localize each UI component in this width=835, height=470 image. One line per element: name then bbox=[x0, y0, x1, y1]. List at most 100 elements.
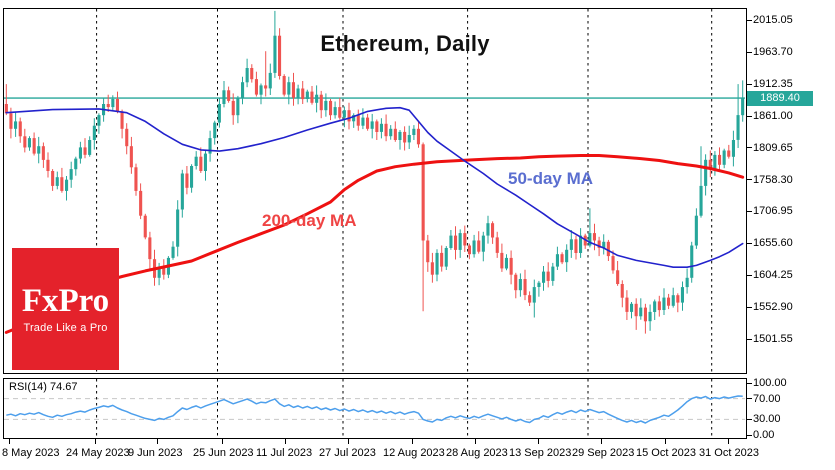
date-axis-tick bbox=[222, 439, 223, 444]
candle-body bbox=[662, 297, 666, 310]
candle-body bbox=[176, 209, 180, 247]
candle-body bbox=[727, 150, 731, 157]
fxpro-logo-tagline: Trade Like a Pro bbox=[23, 322, 108, 334]
candle-body bbox=[630, 303, 634, 312]
candle-body bbox=[625, 297, 629, 312]
candle-body bbox=[342, 110, 346, 118]
candle-body bbox=[83, 147, 87, 155]
candle-body bbox=[241, 82, 245, 98]
date-axis-tick bbox=[475, 439, 476, 444]
candle-body bbox=[699, 185, 703, 216]
candle-body bbox=[620, 284, 624, 298]
date-axis-tick bbox=[665, 439, 666, 444]
price-axis-tick bbox=[746, 19, 752, 21]
candle-body bbox=[680, 287, 684, 303]
price-chart-panel[interactable] bbox=[3, 8, 747, 374]
candle-body bbox=[528, 295, 532, 303]
candle-body bbox=[486, 223, 490, 236]
date-axis-label: 11 Jul 2023 bbox=[256, 447, 313, 459]
rsi-caption: RSI(14) 74.67 bbox=[9, 381, 78, 393]
candle-body bbox=[356, 115, 360, 126]
price-axis-label: 1552.90 bbox=[753, 301, 793, 313]
candle-body bbox=[555, 254, 559, 267]
candle-body bbox=[291, 82, 295, 98]
date-axis-label: 24 May 2023 bbox=[66, 447, 130, 459]
candle-body bbox=[597, 240, 601, 248]
candle-body bbox=[639, 307, 643, 317]
candle-body bbox=[560, 254, 564, 263]
candle-body bbox=[78, 147, 82, 159]
candle-body bbox=[722, 150, 726, 165]
candle-body bbox=[287, 82, 291, 95]
rsi-axis-label: 30.00 bbox=[753, 413, 781, 426]
chart-title: Ethereum, Daily bbox=[320, 31, 490, 56]
candle-body bbox=[421, 144, 425, 241]
candle-body bbox=[347, 110, 351, 122]
candle-body bbox=[273, 35, 277, 73]
candle-body bbox=[9, 113, 13, 129]
candle-body bbox=[115, 99, 119, 112]
candle-body bbox=[222, 90, 226, 104]
candle-body bbox=[458, 233, 462, 250]
candle-body bbox=[88, 140, 92, 155]
rsi-indicator-panel[interactable] bbox=[3, 378, 747, 439]
candle-body bbox=[694, 215, 698, 246]
candle-body bbox=[616, 270, 620, 284]
candle-body bbox=[435, 252, 439, 275]
candle-body bbox=[264, 85, 268, 89]
candle-body bbox=[296, 88, 300, 98]
candle-body bbox=[217, 104, 221, 123]
candle-body bbox=[55, 177, 59, 186]
price-axis-tick bbox=[746, 211, 752, 213]
candle-body bbox=[120, 111, 124, 129]
date-axis-tick bbox=[285, 439, 286, 444]
candle-body bbox=[430, 262, 434, 275]
candle-body bbox=[523, 279, 527, 296]
price-axis-label: 2015.05 bbox=[753, 14, 793, 27]
price-axis-label: 1655.60 bbox=[753, 237, 793, 250]
candle-body bbox=[449, 235, 453, 248]
candle-body bbox=[250, 68, 254, 80]
candle-body bbox=[648, 311, 652, 322]
candle-body bbox=[667, 297, 671, 306]
candle-body bbox=[315, 94, 319, 103]
candle-body bbox=[231, 100, 235, 116]
price-axis-tick bbox=[746, 274, 752, 276]
candle-body bbox=[741, 98, 745, 116]
candle-body bbox=[69, 169, 73, 180]
ma50-line bbox=[5, 106, 744, 269]
candle-body bbox=[671, 295, 675, 306]
candle-body bbox=[440, 252, 444, 267]
candle-body bbox=[565, 249, 569, 263]
candle-body bbox=[194, 156, 198, 166]
date-axis-label: 9 Jun 2023 bbox=[128, 447, 183, 459]
candle-body bbox=[634, 303, 638, 317]
date-axis-tick bbox=[9, 439, 10, 444]
candle-body bbox=[495, 237, 499, 253]
candle-body bbox=[46, 159, 50, 171]
candle-body bbox=[532, 287, 536, 303]
candle-body bbox=[403, 131, 407, 143]
candle-body bbox=[690, 245, 694, 278]
candle-body bbox=[162, 266, 166, 275]
price-axis-label: 1604.25 bbox=[753, 269, 793, 282]
candle-body bbox=[310, 91, 314, 103]
candle-body bbox=[375, 121, 379, 132]
candle-body bbox=[65, 179, 69, 191]
candle-body bbox=[393, 128, 397, 140]
candle-body bbox=[171, 246, 175, 258]
candle-body bbox=[139, 190, 143, 216]
candle-body bbox=[366, 117, 370, 129]
candle-body bbox=[92, 125, 96, 140]
candle-body bbox=[259, 85, 263, 95]
candle-body bbox=[37, 146, 41, 154]
price-axis-label: 1501.55 bbox=[753, 332, 793, 345]
price-axis-tick bbox=[746, 51, 752, 53]
candle-body bbox=[736, 115, 740, 140]
candle-body bbox=[426, 240, 430, 263]
candle-body bbox=[41, 146, 45, 160]
ma200-line bbox=[4, 154, 745, 334]
candle-body bbox=[14, 121, 18, 129]
price-axis-tick bbox=[746, 338, 752, 340]
candle-body bbox=[491, 223, 495, 238]
